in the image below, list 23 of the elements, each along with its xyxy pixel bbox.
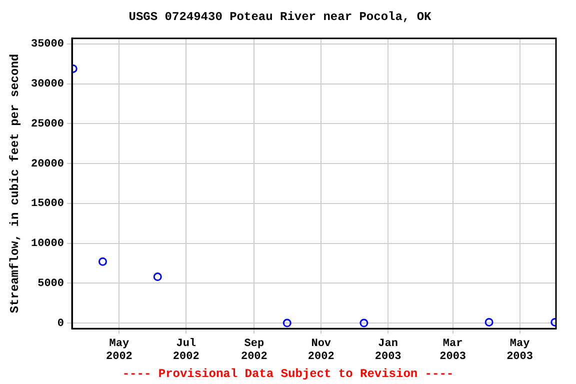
y-tick-label: 5000 [38,278,64,290]
y-tick-label: 0 [57,318,64,330]
x-tick-label: Mar 2003 [440,338,466,364]
y-tick-label: 20000 [30,158,64,170]
x-tick-label: Sep 2002 [240,338,268,364]
x-tick-label: Jul 2002 [172,338,200,364]
chart-title: USGS 07249430 Poteau River near Pocola, OK [128,10,432,24]
text: ---- Provisional Data Subject to Revision ---- [121,367,455,381]
point [282,318,292,328]
point [98,257,107,266]
x-tick-label: Nov 2002 [308,338,334,364]
x-tick-label: May 2003 [506,338,534,364]
point [484,318,494,326]
point [153,272,162,282]
point [360,318,368,328]
y-tick-label: 15000 [30,198,64,210]
y-tick-label: 25000 [30,118,64,130]
y-tick-label: 10000 [30,238,64,250]
y-axis-title: Streamflow, in cubic feet per second [8,54,22,314]
y-tick-label: 30000 [30,78,64,91]
x-tick-label: May 2002 [106,338,132,364]
x-tick-label: Jan 2003 [374,338,402,364]
y-tick-label: 35000 [30,38,64,51]
